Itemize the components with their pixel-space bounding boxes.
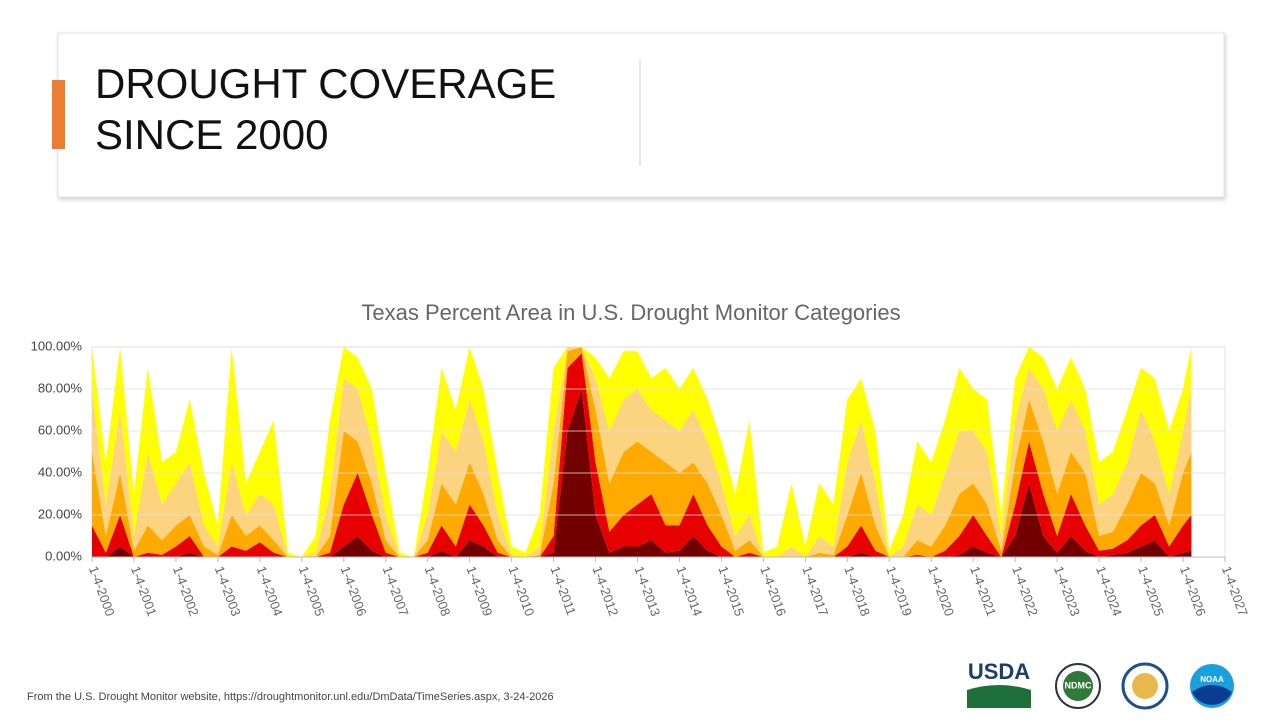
y-tick-label: 20.00%	[38, 506, 83, 521]
x-tick-label: 1-4-2025	[1135, 564, 1167, 618]
chart-title: Texas Percent Area in U.S. Drought Monit…	[361, 300, 900, 325]
y-tick-label: 40.00%	[38, 464, 83, 479]
logo-usda: USDA	[967, 659, 1031, 708]
accent-bar	[52, 80, 65, 149]
area	[92, 347, 1192, 557]
x-tick-label: 1-4-2002	[170, 564, 202, 618]
logo-noaa: NOAA	[1190, 664, 1234, 708]
x-tick-label: 1-4-2027	[1219, 564, 1251, 618]
area	[92, 353, 1192, 557]
x-tick-label: 1-4-2024	[1093, 564, 1125, 618]
x-tick-label: 1-4-2008	[422, 564, 454, 618]
logo-text: NOAA	[1200, 675, 1224, 684]
x-tick-label: 1-4-2006	[338, 564, 370, 618]
x-tick-label: 1-4-2018	[841, 564, 873, 618]
logo-shape	[1192, 685, 1232, 705]
x-tick-label: 1-4-2013	[631, 564, 663, 618]
x-tick-label: 1-4-2017	[799, 564, 831, 618]
source-note: From the U.S. Drought Monitor website, h…	[27, 691, 554, 703]
x-tick-label: 1-4-2003	[212, 564, 244, 618]
x-tick-label: 1-4-2014	[673, 564, 705, 618]
y-tick-label: 60.00%	[38, 422, 83, 437]
logo-doc	[1121, 662, 1169, 710]
x-tick-label: 1-4-2019	[883, 564, 915, 618]
logo-shape	[967, 685, 1031, 708]
y-tick-label: 100.00%	[31, 338, 83, 353]
x-tick-label: 1-4-2011	[548, 564, 580, 617]
plot: 0.00% 20.00% 40.00% 60.00% 80.00% 100.00% 1-4-…	[31, 338, 1251, 618]
x-tick-label: 1-4-2020	[925, 564, 957, 618]
x-tick-label: 1-4-2010	[506, 564, 538, 618]
x-tick-label: 1-4-2000	[86, 564, 118, 618]
y-tick-label: 0.00%	[45, 548, 82, 563]
x-tick-label: 1-4-2001	[128, 564, 160, 618]
slide-title: DROUGHT COVERAGE	[95, 60, 556, 107]
x-tick-label: 1-4-2016	[757, 564, 789, 618]
x-tick-label: 1-4-2004	[254, 564, 286, 618]
area	[92, 347, 1192, 557]
area	[92, 347, 1192, 557]
logo-text: NDMC	[1065, 680, 1092, 690]
logo-shape	[1063, 671, 1093, 701]
x-tick-label: 1-4-2026	[1177, 564, 1209, 618]
x-tick-label: 1-4-2021	[967, 564, 999, 618]
x-tick-label: 1-4-2005	[296, 564, 328, 618]
logo-ndmc: NDMC	[1055, 663, 1101, 709]
y-tick-label: 80.00%	[38, 380, 83, 395]
slide-title: SINCE 2000	[95, 111, 328, 158]
x-tick-label: 1-4-2022	[1009, 564, 1041, 618]
logo-text: USDA	[968, 659, 1030, 684]
x-tick-label: 1-4-2007	[380, 564, 412, 618]
x-tick-label: 1-4-2009	[464, 564, 496, 618]
x-tick-label: 1-4-2015	[715, 564, 747, 618]
logo-shape	[1132, 673, 1158, 699]
title-box	[57, 32, 1225, 198]
x-tick-label: 1-4-2012	[590, 564, 622, 618]
x-tick-label: 1-4-2023	[1051, 564, 1083, 618]
